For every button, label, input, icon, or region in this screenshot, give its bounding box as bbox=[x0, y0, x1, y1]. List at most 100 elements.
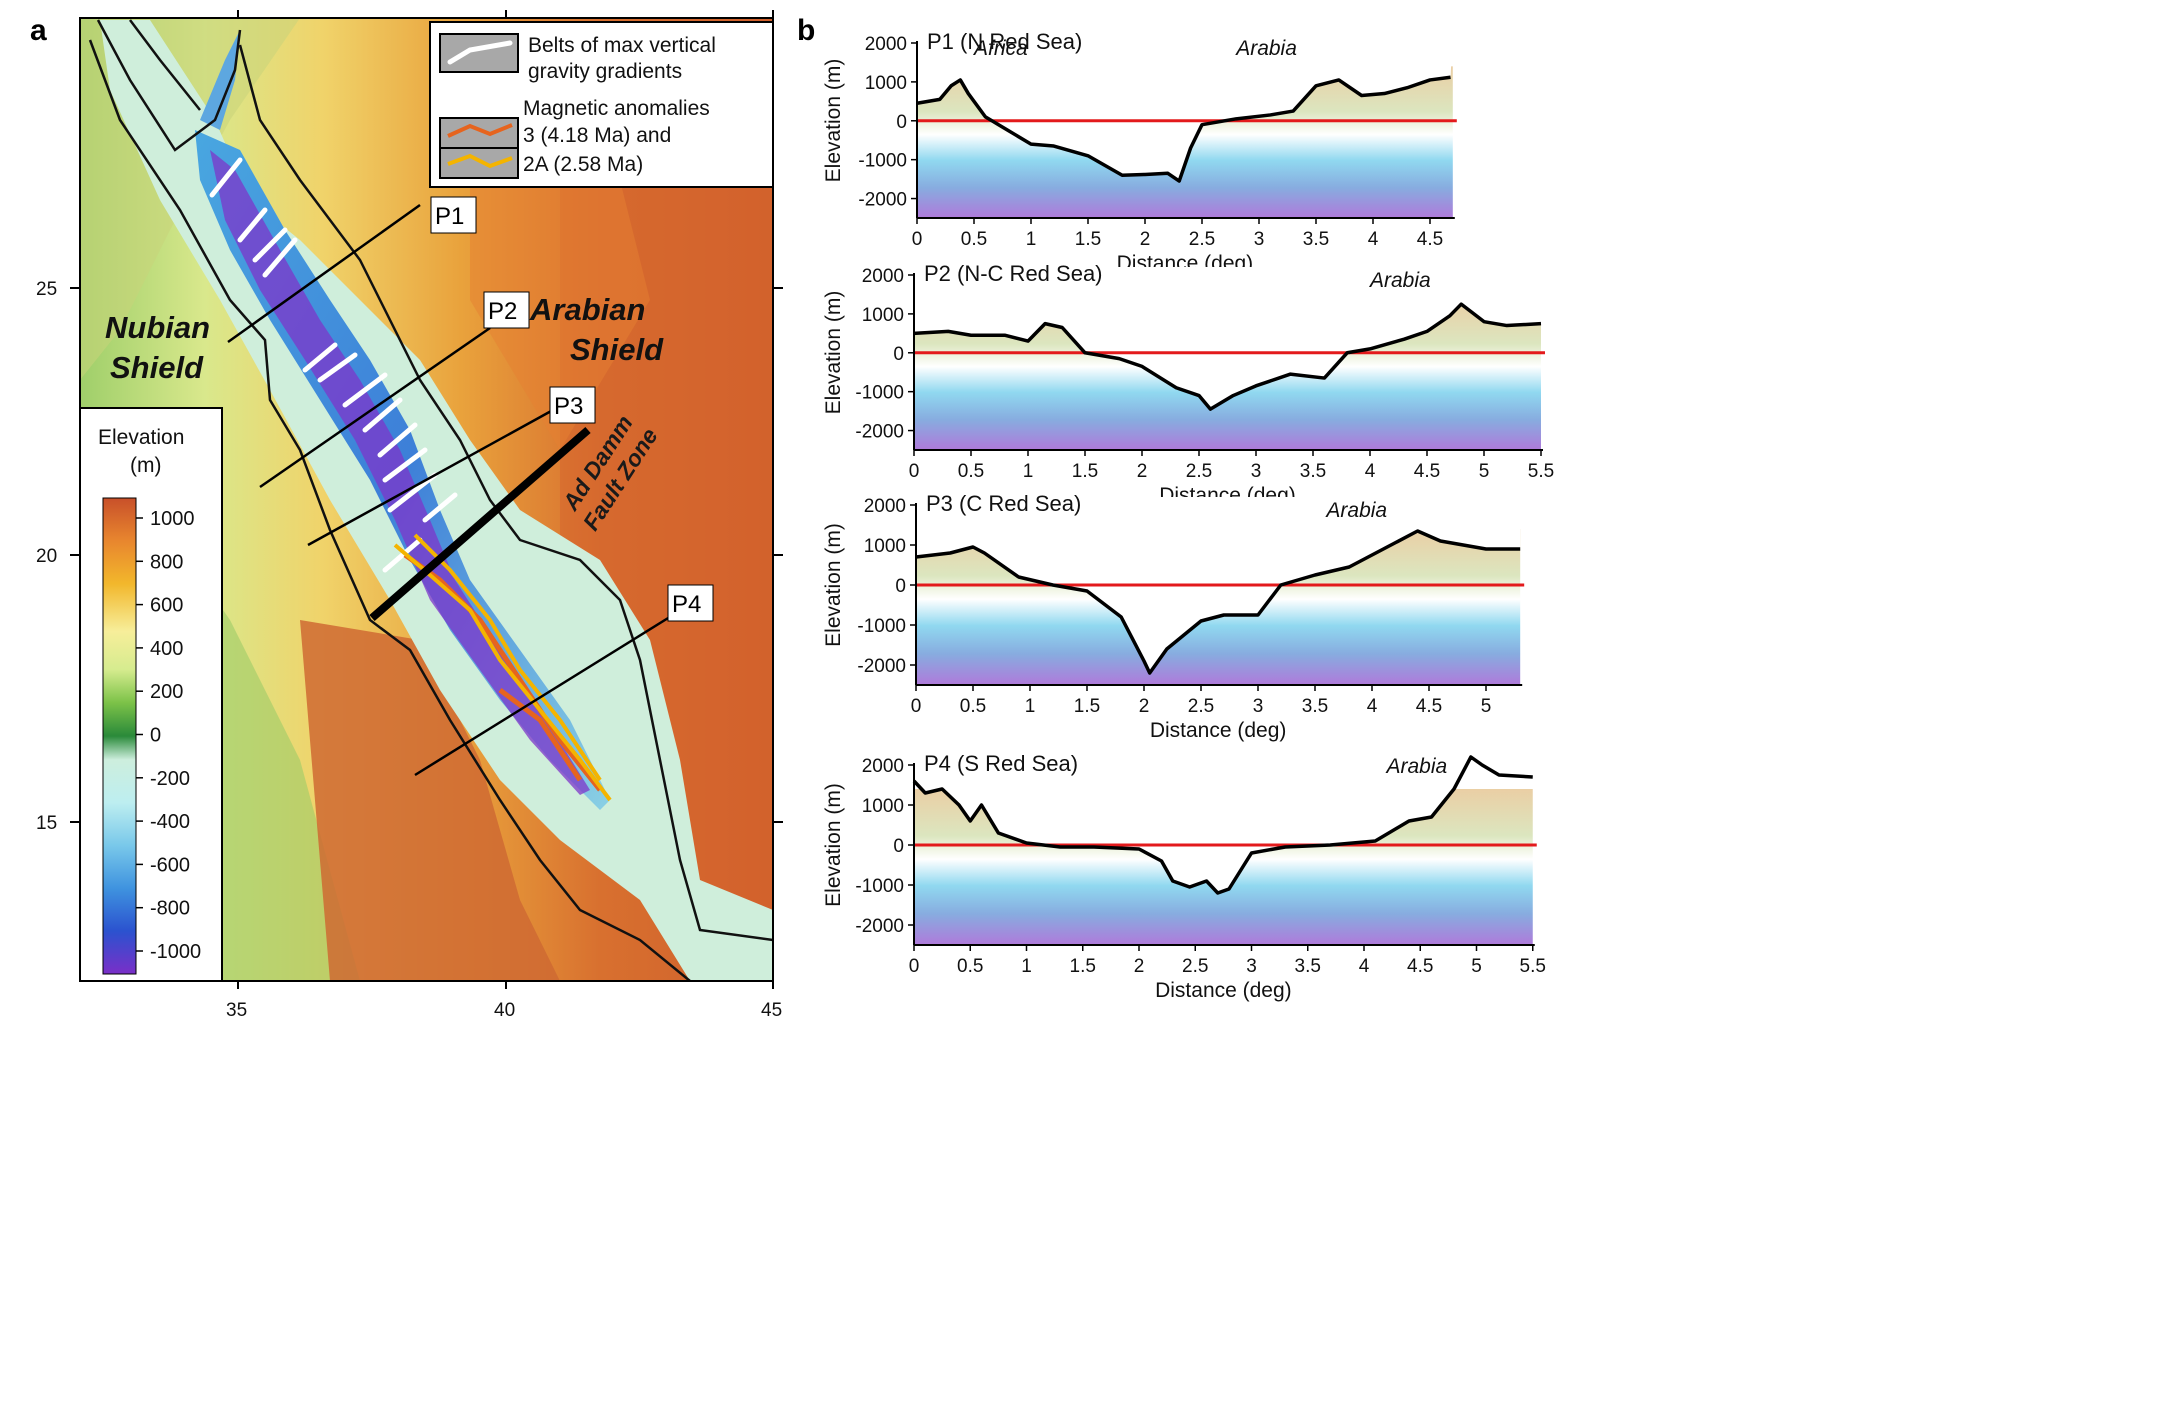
x-axis-title: Distance (deg) bbox=[1155, 979, 1292, 1002]
colorbar-tick-label: -600 bbox=[150, 854, 190, 876]
x-tick-label: 1 bbox=[1025, 696, 1036, 717]
x-tick-label: 5 bbox=[1471, 956, 1482, 977]
map-legend: Belts of max vertical gravity gradients … bbox=[429, 21, 774, 188]
y-tick-label: 2000 bbox=[862, 266, 904, 287]
profile-sky-mask bbox=[914, 757, 1533, 893]
x-tick-label: 2 bbox=[1134, 956, 1145, 977]
colorbar-tick-label: 800 bbox=[150, 551, 183, 573]
x-tick-label: 0 bbox=[909, 461, 920, 482]
y-tick-label: -2000 bbox=[858, 190, 907, 211]
figure-canvas: a bbox=[30, 10, 1554, 1021]
y-axis-title: Elevation (m) bbox=[822, 523, 845, 647]
x-tick-label: 3.5 bbox=[1300, 461, 1326, 482]
x-tick-label: 3.5 bbox=[1303, 229, 1329, 250]
x-tick-label: 4 bbox=[1367, 696, 1378, 717]
profile-trough bbox=[916, 585, 1521, 673]
elevation-profile-line bbox=[916, 75, 1451, 183]
x-tick-label: 2.5 bbox=[1188, 696, 1214, 717]
x-tick-label: 3 bbox=[1251, 461, 1262, 482]
x-tick-label: 0.5 bbox=[960, 696, 986, 717]
legend-magnetic-line3: 2A (2.58 Ma) bbox=[523, 153, 643, 176]
x-tick-label: 0 bbox=[912, 229, 923, 250]
x-tick-label: 4 bbox=[1359, 956, 1370, 977]
map-x-tick: 35 bbox=[226, 1000, 247, 1021]
profile-region-label: Africa bbox=[972, 37, 1028, 60]
profile-sky-mask bbox=[914, 267, 1541, 410]
legend-gravity-line2: gravity gradients bbox=[528, 60, 682, 83]
profile-title: P1 (N Red Sea) bbox=[927, 29, 1082, 54]
map-ticks bbox=[70, 10, 783, 989]
profile-title: P2 (N-C Red Sea) bbox=[924, 261, 1103, 286]
arabian-shield-label: Shield bbox=[570, 332, 664, 367]
elevation-profile-line bbox=[912, 755, 1533, 895]
map-y-tick: 15 bbox=[36, 813, 57, 834]
legend-magnetic-line1: Magnetic anomalies bbox=[523, 97, 710, 120]
colorbar-tick-label: -800 bbox=[150, 898, 190, 920]
x-tick-label: 3 bbox=[1246, 956, 1257, 977]
profile-region-label: Arabia bbox=[1324, 499, 1387, 522]
profile-trough bbox=[917, 120, 1453, 182]
colorbar-tick-label: -1000 bbox=[150, 941, 201, 963]
fault-zone-line bbox=[369, 426, 591, 622]
x-tick-label: 0 bbox=[909, 956, 920, 977]
x-tick-label: 2 bbox=[1139, 696, 1150, 717]
profile-line-p4 bbox=[414, 613, 674, 777]
x-tick-label: 1.5 bbox=[1070, 956, 1096, 977]
x-tick-label: 5.5 bbox=[1520, 956, 1546, 977]
profile-line-p3 bbox=[307, 408, 554, 547]
x-tick-label: 4.5 bbox=[1416, 696, 1442, 717]
y-tick-label: 0 bbox=[895, 576, 906, 597]
profile-region-label: Arabia bbox=[1368, 269, 1431, 292]
nubian-shield-label: Nubian bbox=[105, 310, 210, 345]
y-tick-label: 2000 bbox=[862, 756, 904, 777]
profile-region-label: Arabia bbox=[1234, 37, 1297, 60]
svg-text:P4: P4 bbox=[672, 591, 701, 618]
x-tick-label: 4.5 bbox=[1414, 461, 1440, 482]
y-tick-label: 0 bbox=[896, 112, 907, 133]
elevation-profile-line bbox=[915, 529, 1521, 675]
y-tick-label: 1000 bbox=[865, 73, 907, 94]
colorbar-tick-label: 1000 bbox=[150, 508, 195, 530]
x-tick-label: 5.5 bbox=[1528, 461, 1554, 482]
y-tick-label: -1000 bbox=[857, 616, 906, 637]
x-tick-label: 4.5 bbox=[1417, 229, 1443, 250]
y-tick-label: 2000 bbox=[864, 496, 906, 517]
colorbar-tick-label: 200 bbox=[150, 681, 183, 703]
gravity-belts bbox=[209, 157, 458, 573]
y-tick-label: -1000 bbox=[855, 383, 904, 404]
colorbar-title-line1: Elevation bbox=[98, 426, 184, 449]
colorbar-title-line2: (m) bbox=[130, 454, 161, 477]
colorbar-tick-label: -400 bbox=[150, 811, 190, 833]
nubian-shield-label: Shield bbox=[110, 350, 204, 385]
gravity-legend-swatch bbox=[439, 33, 519, 73]
x-tick-label: 1.5 bbox=[1074, 696, 1100, 717]
y-axis-title: Elevation (m) bbox=[822, 59, 845, 183]
map-x-tick: 40 bbox=[494, 1000, 515, 1021]
legend-gravity-line1: Belts of max vertical bbox=[528, 34, 716, 57]
legend-magnetic-line2: 3 (4.18 Ma) and bbox=[523, 124, 671, 147]
x-tick-label: 3 bbox=[1253, 696, 1264, 717]
y-tick-label: -1000 bbox=[858, 151, 907, 172]
x-tick-label: 2 bbox=[1137, 461, 1148, 482]
colorbar-tick-label: -200 bbox=[150, 768, 190, 790]
y-tick-label: 0 bbox=[893, 836, 904, 857]
x-axis-title: Distance (deg) bbox=[1150, 719, 1287, 742]
x-tick-label: 5 bbox=[1481, 696, 1492, 717]
profile-label-p2: P2 bbox=[483, 291, 530, 329]
x-tick-label: 4 bbox=[1368, 229, 1379, 250]
map-y-tick: 25 bbox=[36, 279, 57, 300]
svg-text:P3: P3 bbox=[554, 393, 583, 420]
y-tick-label: 1000 bbox=[864, 536, 906, 557]
profile-trough bbox=[914, 352, 1541, 410]
y-tick-label: 1000 bbox=[862, 305, 904, 326]
colorbar-tick-label: 600 bbox=[150, 595, 183, 617]
x-tick-label: 0 bbox=[911, 696, 922, 717]
profile-region-label: Arabia bbox=[1385, 755, 1448, 778]
profile-title: P3 (C Red Sea) bbox=[926, 491, 1081, 516]
x-tick-label: 4 bbox=[1365, 461, 1376, 482]
profile-line-p1 bbox=[227, 203, 421, 344]
colorbar-tick-label: 400 bbox=[150, 638, 183, 660]
profile-label-p1: P1 bbox=[430, 196, 477, 234]
profile-label-p3: P3 bbox=[549, 386, 596, 424]
